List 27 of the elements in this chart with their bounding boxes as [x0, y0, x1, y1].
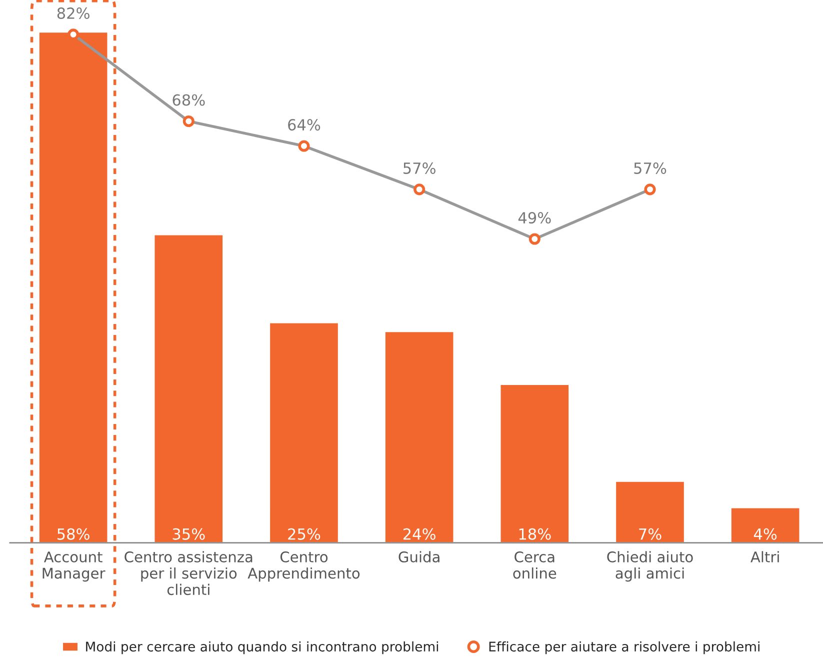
x-tick-label: Guida — [398, 551, 440, 562]
bar — [268, 322, 340, 543]
bar — [614, 480, 686, 543]
data-label: 4% — [754, 528, 777, 540]
data-label: 7% — [639, 528, 662, 540]
x-tick-label: Altri — [750, 551, 779, 562]
x-tick-label: Account Manager — [42, 552, 106, 582]
legend-label: Efficace per aiutare a risolvere i problemi — [489, 641, 760, 654]
data-label: 82% — [57, 7, 90, 19]
data-label: 25% — [288, 528, 320, 540]
data-label: 35% — [172, 528, 205, 540]
data-label: 68% — [172, 94, 205, 106]
bar — [384, 330, 455, 543]
data-label: 64% — [288, 119, 320, 131]
bar — [730, 506, 801, 543]
data-label: 24% — [403, 528, 436, 540]
data-label: 18% — [519, 528, 551, 540]
bar — [499, 384, 570, 543]
bar — [38, 31, 109, 543]
x-tick-label: Cerca online — [513, 551, 556, 579]
bar — [153, 234, 224, 543]
data-label: 49% — [518, 212, 551, 224]
data-label: 57% — [634, 162, 666, 174]
legend-label: Modi per cercare aiuto quando si incontrano problemi — [86, 641, 438, 654]
data-label: 58% — [58, 528, 90, 540]
x-tick-label: Chiedi aiuto agli amici — [607, 551, 693, 582]
data-label: 57% — [404, 162, 436, 174]
